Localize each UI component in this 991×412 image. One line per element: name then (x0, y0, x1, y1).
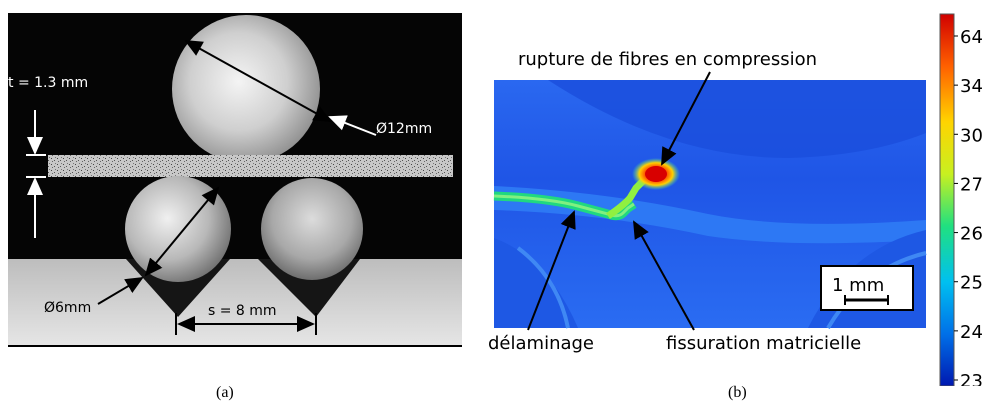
top-diameter-arrow (184, 40, 332, 122)
matrix-crack (606, 177, 647, 219)
bottom-diameter-leader (97, 276, 144, 305)
colorbar-tick-label: 34 (960, 76, 983, 97)
figure-b-map: rupture de fibres en compression délamin… (488, 13, 983, 392)
span-label: s = 8 mm (208, 303, 277, 319)
support-roller-right (261, 178, 363, 280)
loading-roller (172, 15, 320, 163)
figure-a-photo: t = 1.3 mm Ø12mm Ø6mm s = 8 mm (8, 13, 462, 347)
specimen (48, 155, 453, 177)
scale-bar-label: 1 mm (832, 275, 884, 296)
delamination-arrow (527, 210, 576, 331)
matrix-cracking-arrow (633, 220, 695, 331)
top-diameter-label: Ø12mm (376, 121, 432, 137)
colorbar-tick-label: 24 (960, 322, 983, 343)
figure-a: t = 1.3 mm Ø12mm Ø6mm s = 8 mm (8, 13, 462, 347)
colorbar-tick-label: 27 (960, 174, 983, 195)
caption-a: (a) (216, 384, 234, 401)
thickness-label: t = 1.3 mm (8, 75, 88, 91)
top-diameter-leader (328, 115, 377, 136)
bottom-diameter-arrow (144, 186, 220, 277)
colorbar (939, 13, 955, 387)
colorbar-tick-label: 64 (960, 27, 983, 48)
scale-bar-box (820, 265, 914, 311)
fiber-rupture-label: rupture de fibres en compression (518, 49, 817, 70)
support-base (8, 259, 462, 347)
colorbar-ticks: 64 34 30 27 26 25 24 23 (954, 27, 983, 392)
bottom-diameter-label: Ø6mm (44, 300, 91, 316)
delamination-label: délaminage (488, 333, 594, 354)
colorbar-tick-label: 30 (960, 125, 983, 146)
colorbar-tick-label: 26 (960, 224, 983, 245)
colorbar-tick-label: 25 (960, 273, 983, 294)
fiber-rupture-arrow (661, 71, 711, 166)
colorbar-tick-label: 23 (960, 371, 983, 386)
matrix-cracking-label: fissuration matricielle (666, 333, 861, 354)
caption-b: (b) (728, 384, 747, 401)
figure-b: rupture de fibres en compression délamin… (488, 8, 991, 392)
